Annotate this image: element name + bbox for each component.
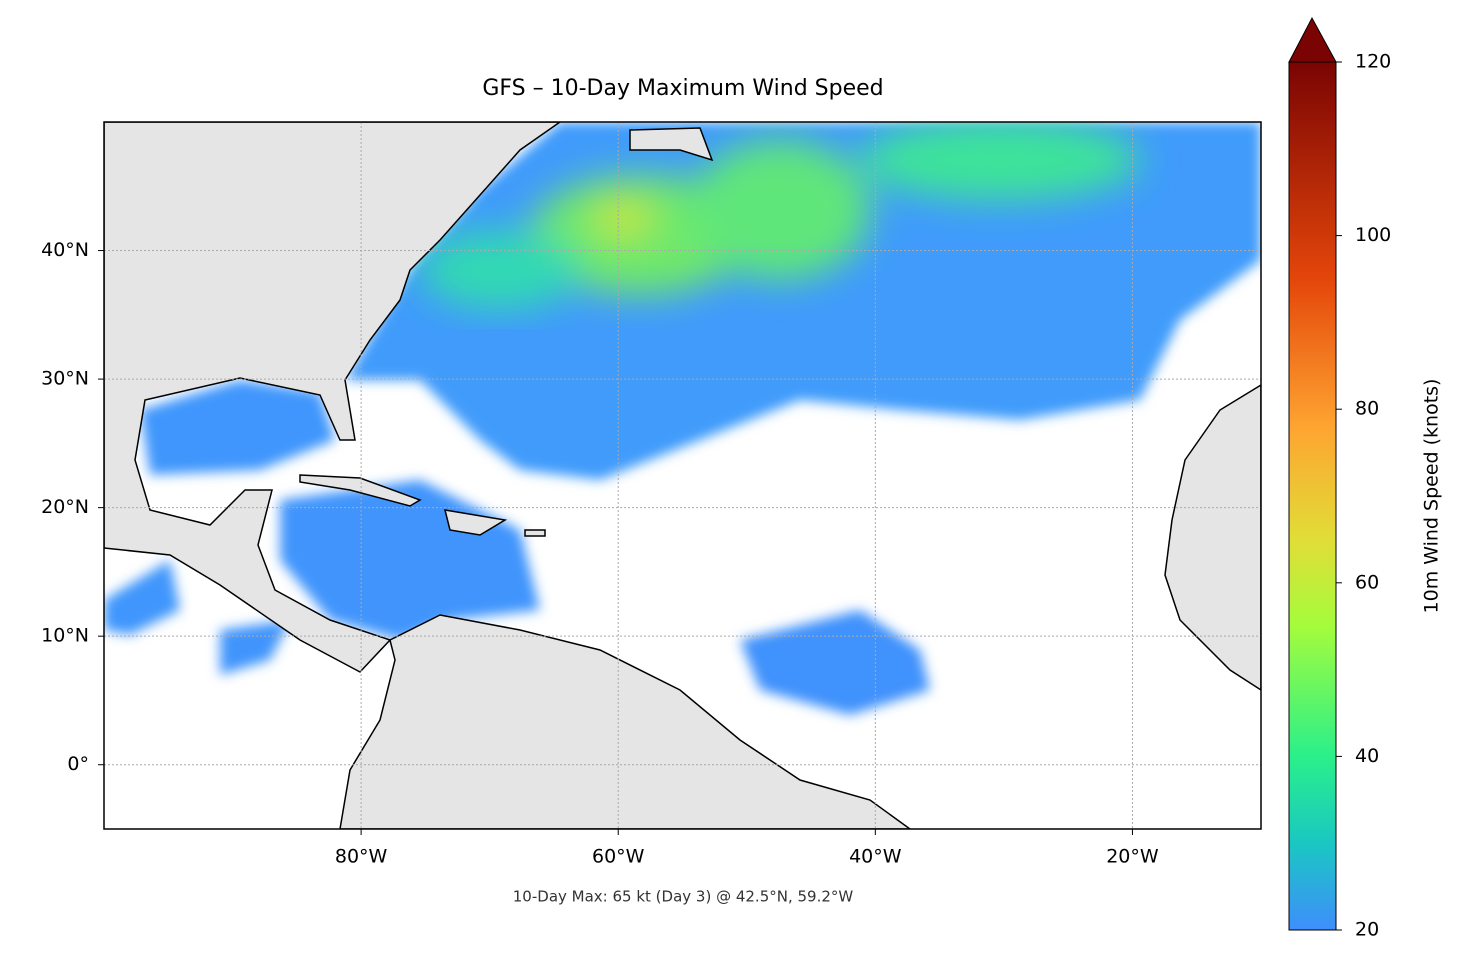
y-tick-label: 40°N bbox=[41, 239, 89, 261]
title: GFS – 10-Day Maximum Wind Speed bbox=[482, 76, 883, 101]
x-tick-label: 20°W bbox=[1106, 846, 1159, 868]
land bbox=[104, 122, 1261, 829]
x-tick-label: 80°W bbox=[335, 846, 388, 868]
colorbar bbox=[1289, 62, 1336, 930]
colorbar-tick-label: 40 bbox=[1355, 745, 1379, 767]
y-tick-label: 0° bbox=[67, 753, 89, 775]
colorbar-tick-label: 20 bbox=[1355, 919, 1379, 941]
colorbar-tick-label: 60 bbox=[1355, 571, 1379, 593]
map-frame bbox=[103, 121, 1262, 830]
x-tick-label: 40°W bbox=[849, 846, 902, 868]
colorbar-tick-label: 100 bbox=[1355, 224, 1391, 246]
graticule bbox=[104, 122, 1261, 829]
map-body bbox=[104, 122, 1261, 829]
x-tick-label: 60°W bbox=[592, 846, 645, 868]
y-tick-label: 20°N bbox=[41, 496, 89, 518]
colorbar-label: 10m Wind Speed (knots) bbox=[1421, 379, 1443, 614]
colorbar-frame bbox=[1288, 61, 1337, 931]
colorbar-tick-label: 80 bbox=[1355, 398, 1379, 420]
y-tick-label: 30°N bbox=[41, 368, 89, 390]
wind-maxima bbox=[420, 122, 1140, 310]
y-tick-label: 10°N bbox=[41, 625, 89, 647]
colorbar-extend bbox=[1288, 16, 1337, 63]
annotation: 10-Day Max: 65 kt (Day 3) @ 42.5°N, 59.2… bbox=[513, 888, 854, 906]
colorbar-tick-label: 120 bbox=[1355, 51, 1391, 73]
